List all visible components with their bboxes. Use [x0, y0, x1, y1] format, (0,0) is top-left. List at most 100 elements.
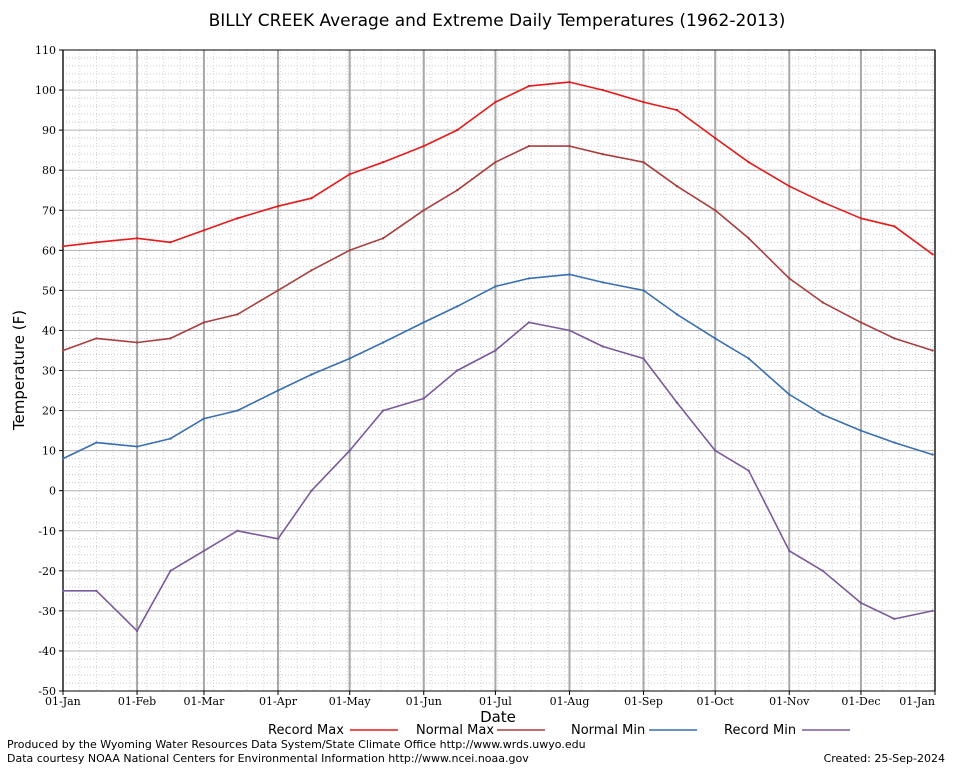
data-point [601, 88, 605, 92]
data-point [788, 185, 791, 188]
y-tick-label: -10 [38, 525, 56, 538]
y-tick-label: -50 [38, 685, 56, 698]
data-point [714, 209, 717, 212]
data-point [893, 337, 896, 340]
data-point [859, 217, 863, 220]
data-point [202, 229, 206, 232]
data-point [422, 397, 425, 400]
y-tick-label: 70 [42, 204, 56, 217]
data-point [527, 277, 531, 280]
data-point [310, 197, 313, 200]
data-point [276, 289, 280, 292]
data-point [747, 357, 750, 360]
x-tick-label: 01-Oct [697, 695, 735, 708]
x-tick-label: 01-Jul [479, 695, 512, 708]
y-tick-label: 40 [42, 324, 56, 337]
data-point [893, 617, 896, 621]
footer-created: Created: 25-Sep-2024 [824, 752, 945, 765]
data-point [893, 441, 896, 444]
y-tick-label: -30 [38, 605, 56, 618]
data-point [236, 529, 239, 532]
x-tick-label: 01-Apr [259, 695, 298, 708]
y-tick-label: 100 [35, 84, 56, 97]
data-point [859, 321, 863, 324]
data-point [494, 100, 497, 104]
data-point [601, 345, 605, 348]
x-axis-ticks: 01-Jan 01-Feb 01-Mar 01-Apr 01-May 01-Jun 01-J… [45, 691, 936, 708]
data-point [568, 273, 571, 276]
data-point [348, 449, 351, 452]
data-point [642, 289, 645, 292]
data-point [135, 237, 139, 240]
x-axis-label: Date [480, 708, 516, 726]
data-point [821, 201, 824, 204]
x-tick-label: 01-Mar [184, 695, 226, 708]
data-point [527, 321, 531, 324]
x-tick-label: 01-May [329, 695, 372, 708]
series-lines [61, 80, 934, 633]
data-point [348, 249, 351, 252]
data-point [236, 217, 239, 220]
data-point [310, 269, 313, 272]
data-point [310, 489, 313, 492]
data-point [568, 144, 571, 148]
data-point [675, 401, 679, 404]
x-tick-label: 01-Nov [769, 695, 810, 708]
data-point [95, 241, 98, 244]
data-point [675, 108, 679, 112]
legend-label: Normal Max [416, 723, 494, 738]
chart-title: BILLY CREEK Average and Extreme Daily Te… [209, 11, 786, 31]
data-point [494, 285, 497, 288]
data-point [169, 437, 172, 440]
major-gridlines [62, 49, 936, 692]
data-point [714, 337, 717, 340]
data-point [236, 313, 239, 316]
y-tick-label: 60 [42, 244, 56, 257]
data-point [95, 589, 98, 592]
data-point [456, 369, 459, 372]
data-point [747, 237, 750, 240]
data-point [169, 337, 172, 340]
data-point [527, 84, 531, 88]
data-point [675, 313, 679, 316]
data-point [642, 161, 645, 164]
data-point [381, 237, 385, 240]
x-tick-label: 01-Sep [624, 695, 663, 708]
data-point [276, 389, 280, 392]
data-point [494, 161, 497, 164]
data-point [202, 417, 206, 420]
data-point [310, 373, 313, 376]
data-point [381, 409, 385, 412]
data-point [381, 161, 385, 164]
data-point [422, 209, 425, 212]
data-point [568, 80, 571, 84]
data-point [747, 161, 750, 164]
y-tick-label: 90 [42, 124, 56, 137]
y-tick-label: -20 [38, 565, 56, 578]
data-point [61, 589, 65, 592]
data-point [931, 609, 934, 613]
y-tick-label: -40 [38, 645, 56, 658]
legend-label: Normal Min [571, 723, 645, 738]
legend: Record Max Normal Max Normal Min Record Min [268, 723, 850, 738]
data-point [169, 569, 172, 572]
footer-produced-by: Produced by the Wyoming Water Resources … [7, 738, 586, 751]
data-point [568, 329, 571, 332]
data-point [859, 601, 863, 605]
y-tick-label: 20 [42, 405, 56, 418]
data-point [788, 549, 791, 552]
data-point [821, 301, 824, 304]
data-point [169, 241, 172, 244]
data-point [821, 569, 824, 572]
data-point [931, 453, 934, 456]
data-point [788, 277, 791, 280]
footer-courtesy: Data courtesy NOAA National Centers for … [7, 752, 529, 765]
data-point [135, 629, 139, 633]
data-point [348, 357, 351, 360]
data-point [135, 341, 139, 344]
data-point [61, 245, 65, 248]
data-point [381, 341, 385, 344]
y-tick-label: 110 [35, 44, 56, 57]
data-point [61, 457, 65, 460]
